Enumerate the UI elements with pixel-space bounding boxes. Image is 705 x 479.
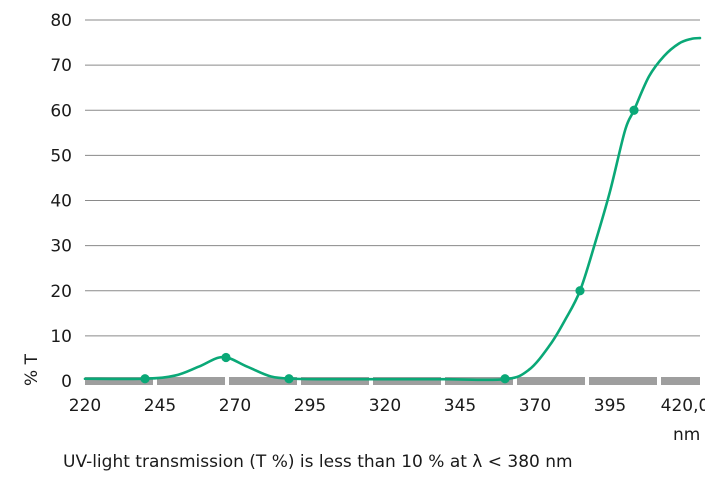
x-tick-label: 220 [69, 396, 101, 416]
x-tick-label: 245 [144, 396, 176, 416]
data-point [221, 352, 231, 363]
series-transmission [83, 36, 702, 384]
y-axis-ticks: 0 10 20 30 40 50 60 70 80 [50, 11, 72, 392]
data-point [629, 105, 639, 115]
y-tick-label: 30 [50, 237, 72, 257]
data-point [500, 374, 510, 384]
x-tick-label: 345 [444, 396, 476, 416]
x-tick-label: 295 [294, 396, 326, 416]
y-tick-label: 70 [50, 56, 72, 76]
chart-caption: UV-light transmission (T %) is less than… [63, 452, 573, 472]
y-tick-label: 50 [50, 146, 72, 166]
y-tick-label: 10 [50, 327, 72, 347]
x-tick-label: 370 [519, 396, 551, 416]
x-axis-label: nm [673, 425, 700, 440]
data-point [140, 374, 150, 384]
y-tick-label: 0 [61, 372, 72, 392]
y-tick-label: 40 [50, 192, 72, 212]
x-tick-label: 395 [594, 396, 626, 416]
transmission-line [83, 36, 702, 382]
data-point [284, 374, 294, 384]
data-point [575, 286, 585, 296]
x-tick-label: 320 [369, 396, 401, 416]
x-tick-label: 270 [219, 396, 251, 416]
x-tick-label: 420,0 [661, 396, 705, 416]
y-tick-label: 80 [50, 11, 72, 31]
x-axis-ticks: 220 245 270 295 320 345 370 395 420,0 [69, 396, 705, 416]
grid-lines [85, 19, 700, 337]
y-tick-label: 20 [50, 282, 72, 302]
y-axis-label: % T [22, 353, 42, 386]
y-tick-label: 60 [50, 101, 72, 121]
transmission-chart: 0 10 20 30 40 50 60 70 80 220 245 270 295 320 345 370 3… [22, 11, 705, 440]
